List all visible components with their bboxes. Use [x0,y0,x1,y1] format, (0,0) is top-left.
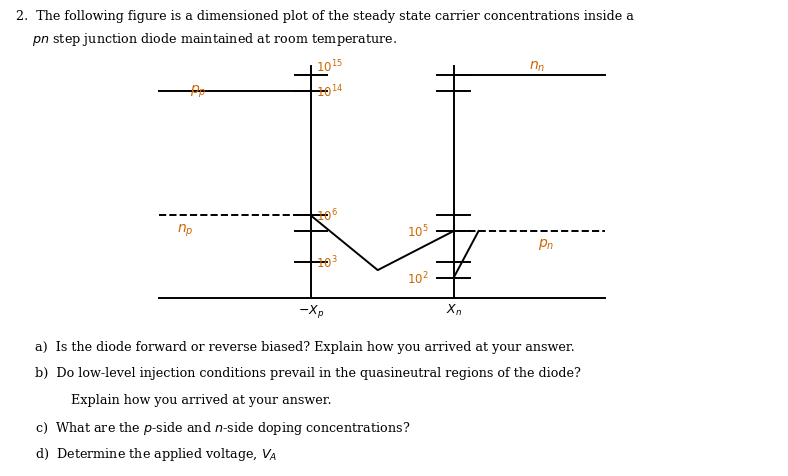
Text: Explain how you arrived at your answer.: Explain how you arrived at your answer. [71,393,332,406]
Text: $10^{14}$: $10^{14}$ [316,83,344,99]
Text: d)  Determine the applied voltage, $V_A$: d) Determine the applied voltage, $V_A$ [35,445,277,462]
Text: b)  Do low-level injection conditions prevail in the quasineutral regions of the: b) Do low-level injection conditions pre… [35,367,582,379]
Text: $10^{6}$: $10^{6}$ [316,208,338,224]
Text: $10^{15}$: $10^{15}$ [316,59,343,75]
Text: $10^{3}$: $10^{3}$ [316,255,338,271]
Text: $p_n$: $p_n$ [538,236,555,251]
Text: $p_p$: $p_p$ [191,83,207,99]
Text: $X_n$: $X_n$ [445,302,462,317]
Text: $pn$ step junction diode maintained at room temperature.: $pn$ step junction diode maintained at r… [16,31,397,48]
Text: $n_n$: $n_n$ [530,60,545,74]
Text: c)  What are the $p$-side and $n$-side doping concentrations?: c) What are the $p$-side and $n$-side do… [35,419,411,436]
Text: 2.  The following figure is a dimensioned plot of the steady state carrier conce: 2. The following figure is a dimensioned… [16,10,634,22]
Text: a)  Is the diode forward or reverse biased? Explain how you arrived at your answ: a) Is the diode forward or reverse biase… [35,340,575,353]
Text: $-X_p$: $-X_p$ [298,302,324,319]
Text: $10^{5}$: $10^{5}$ [407,223,429,240]
Text: $10^{2}$: $10^{2}$ [407,270,429,287]
Text: $n_p$: $n_p$ [177,222,194,238]
